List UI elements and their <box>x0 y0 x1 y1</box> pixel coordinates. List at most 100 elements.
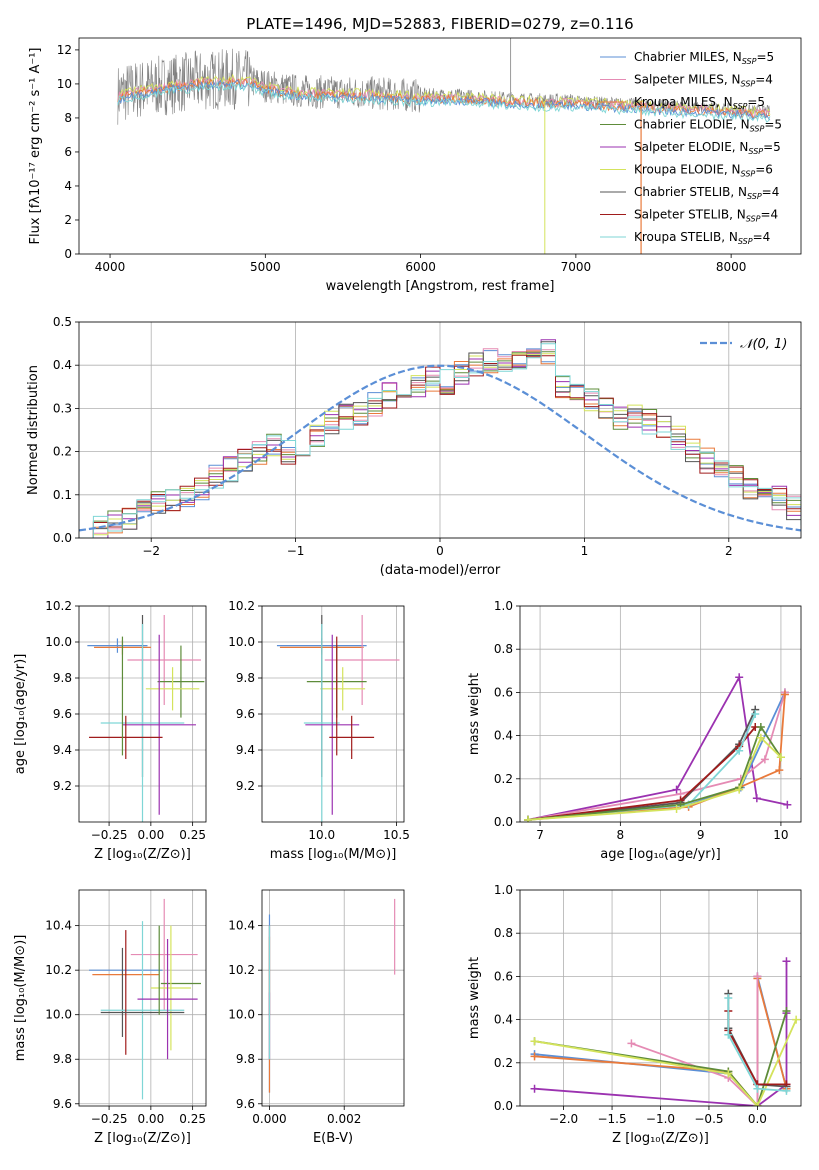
age_weight-frame <box>519 605 802 823</box>
y-axis-label: age [log₁₀(age/yr)] <box>13 654 28 775</box>
legend-label: Salpeter MILES, NSSP=4 <box>634 73 773 89</box>
y-tick-label: 10.0 <box>45 635 72 649</box>
residual-plot <box>79 339 801 538</box>
x-axis-label: Z [log₁₀(Z/Z⊙)] <box>612 1131 709 1146</box>
y-tick-label: 0.6 <box>494 969 513 983</box>
residuals-axes: −2 −1 0 1 2 0.0 0.1 0.2 0.3 0.4 0.5 (data-model)/er… <box>26 315 801 578</box>
marker-kroupa_stelib <box>724 994 733 1002</box>
x-tick-label: 8000 <box>716 260 747 274</box>
marker-salpeter_elodie <box>530 1084 539 1093</box>
series-salpeter_miles <box>631 976 759 1106</box>
x-tick-label: 9 <box>697 828 705 842</box>
y-tick-label: 0.8 <box>494 926 513 940</box>
series-chabrier_stelib <box>527 709 757 821</box>
y-axis-label: mass weight <box>467 673 482 755</box>
z_weight-plot <box>530 957 801 1106</box>
x-tick-label: −0.5 <box>694 1112 723 1126</box>
marker-kroupa_elodie <box>724 1069 733 1078</box>
y-tick-label: 9.6 <box>53 707 72 721</box>
ebv_mass-axes: 0.000 0.002 9.6 9.8 10.0 10.2 10.4 E(B-V) <box>228 890 404 1146</box>
y-tick-label: 0.4 <box>494 1013 513 1027</box>
marker-salpeter_elodie <box>672 785 681 794</box>
y-tick-label: 2 <box>64 213 72 227</box>
marker-chabrier_elodie <box>782 1006 791 1015</box>
histogram-salpeter_miles <box>79 348 801 538</box>
z_weight-axes: −2.0 −1.5 −1.0 −0.5 0.0 0.0 0.2 0.4 0.6 0.8 1.0 Z [… <box>467 883 801 1146</box>
x-axis-label: Z [log₁₀(Z/Z⊙)] <box>94 847 191 862</box>
x-tick-label: 7 <box>536 828 544 842</box>
y-tick-label: 0.4 <box>53 358 72 372</box>
y-tick-label: 6 <box>64 145 72 159</box>
y-tick-label: 10.2 <box>45 963 72 977</box>
x-tick-label: 8 <box>617 828 625 842</box>
marker-kroupa_elodie <box>530 1037 539 1046</box>
y-axis-label: Normed distribution <box>26 365 41 495</box>
y-axis-label: mass [log₁₀(M/M⊙)] <box>13 935 28 1062</box>
y-tick-label: 9.4 <box>53 743 72 757</box>
histogram-salpeter_stelib <box>79 354 801 538</box>
x-axis-label: mass [log₁₀(M/M⊙)] <box>270 847 397 862</box>
x-tick-label: 0.25 <box>179 828 206 842</box>
legend-label: Salpeter ELODIE, NSSP=5 <box>634 140 781 156</box>
marker-kroupa_stelib <box>735 746 744 755</box>
chart-title: PLATE=1496, MJD=52883, FIBERID=0279, z=0… <box>246 15 633 33</box>
z_mass-frame <box>78 889 207 1107</box>
model-chabrier_miles <box>117 79 771 121</box>
y-tick-label: 9.6 <box>236 1097 255 1111</box>
legend-label: Chabrier ELODIE, NSSP=5 <box>634 118 782 134</box>
x-tick-label: 0.00 <box>137 828 164 842</box>
y-tick-label: 9.6 <box>53 1097 72 1111</box>
marker-kroupa_elodie <box>792 1015 801 1024</box>
series-salpeter_miles <box>527 692 786 821</box>
spectrum-plot <box>117 38 771 254</box>
z_weight-frame <box>519 889 802 1107</box>
x-tick-label: 4000 <box>95 260 126 274</box>
x-axis-label: (data-model)/error <box>380 563 501 578</box>
marker-salpeter_elodie <box>752 794 761 803</box>
y-tick-label: 0.8 <box>494 642 513 656</box>
x-axis-label: wavelength [Angstrom, rest frame] <box>326 279 555 294</box>
marker-kroupa_stelib <box>753 1084 762 1093</box>
y-tick-label: 8 <box>64 111 72 125</box>
histogram-chabrier_stelib <box>79 341 801 538</box>
y-tick-label: 0.5 <box>53 315 72 329</box>
marker-kroupa_elodie <box>776 753 785 762</box>
x-tick-label: 1 <box>581 544 589 558</box>
x-tick-label: 2 <box>725 544 733 558</box>
x-tick-label: 10 <box>773 828 788 842</box>
marker-salpeter_elodie <box>782 957 791 966</box>
y-tick-label: 10.0 <box>228 635 255 649</box>
z_age-plot <box>87 615 205 822</box>
y-tick-label: 10.2 <box>45 599 72 613</box>
marker-kroupa_miles <box>780 690 789 699</box>
x-tick-label: −1 <box>287 544 305 558</box>
y-tick-label: 10.4 <box>228 919 255 933</box>
age_weight-axes: 7 8 9 10 0.0 0.2 0.4 0.6 0.8 1.0 age [log₁₀(age/yr… <box>467 599 801 862</box>
marker-kroupa_stelib <box>751 710 760 718</box>
histogram-kroupa_miles <box>79 350 801 538</box>
series-kroupa_stelib <box>727 998 787 1092</box>
x-tick-label: −0.25 <box>91 1112 128 1126</box>
series-kroupa_stelib <box>527 713 757 821</box>
y-tick-label: 9.4 <box>236 743 255 757</box>
y-tick-label: 0.0 <box>494 1099 513 1113</box>
marker-kroupa_elodie <box>524 815 533 822</box>
y-tick-label: 10.0 <box>228 1008 255 1022</box>
y-tick-label: 1.0 <box>494 599 513 613</box>
x-tick-label: 6000 <box>405 260 436 274</box>
legend-label: Kroupa ELODIE, NSSP=6 <box>634 163 773 179</box>
y-tick-label: 10 <box>57 77 72 91</box>
x-axis-label: E(B-V) <box>313 1131 353 1146</box>
spectrum-legend: Chabrier MILES, NSSP=5 Salpeter MILES, NS… <box>600 50 782 246</box>
legend-label: Kroupa STELIB, NSSP=4 <box>634 230 770 246</box>
mass_age-frame <box>261 605 405 823</box>
y-tick-label: 0.0 <box>494 815 513 829</box>
x-tick-label: 0.00 <box>137 1112 164 1126</box>
marker-salpeter_elodie <box>783 800 792 809</box>
x-tick-label: −2 <box>142 544 160 558</box>
y-tick-label: 1.0 <box>494 883 513 897</box>
y-tick-label: 9.8 <box>53 1052 72 1066</box>
x-tick-label: 10.0 <box>308 828 335 842</box>
marker-salpeter_elodie <box>735 673 744 682</box>
